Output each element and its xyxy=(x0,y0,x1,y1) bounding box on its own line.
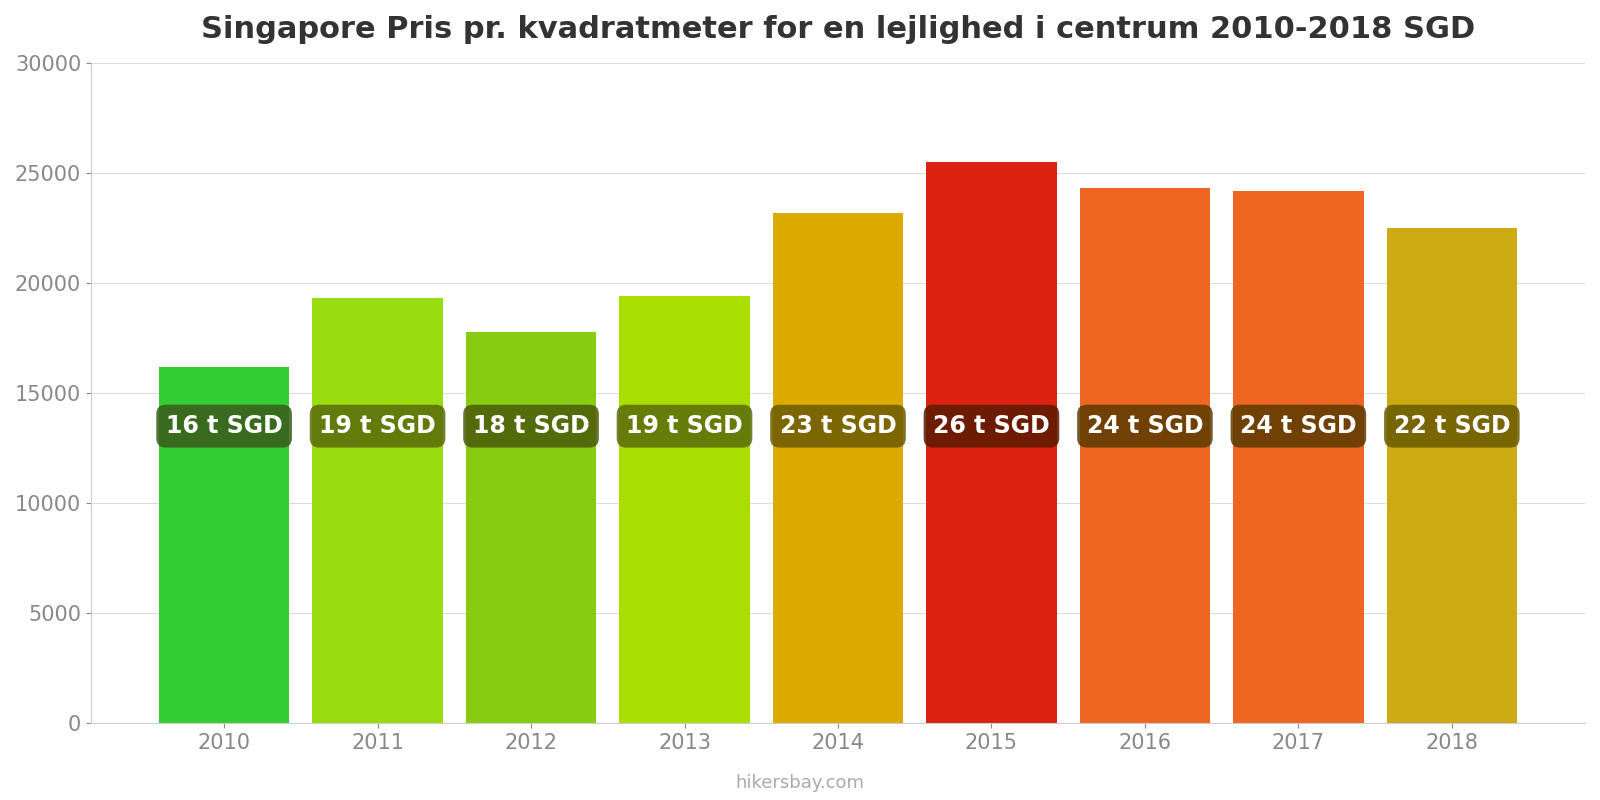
Bar xyxy=(1234,190,1363,723)
Bar xyxy=(1080,189,1210,723)
Bar xyxy=(773,213,904,723)
Text: hikersbay.com: hikersbay.com xyxy=(736,774,864,792)
Bar xyxy=(619,296,750,723)
Text: 22 t SGD: 22 t SGD xyxy=(1394,414,1510,438)
Text: 24 t SGD: 24 t SGD xyxy=(1240,414,1357,438)
Title: Singapore Pris pr. kvadratmeter for en lejlighed i centrum 2010-2018 SGD: Singapore Pris pr. kvadratmeter for en l… xyxy=(202,15,1475,44)
Bar xyxy=(158,366,290,723)
Text: 26 t SGD: 26 t SGD xyxy=(933,414,1050,438)
Text: 18 t SGD: 18 t SGD xyxy=(472,414,589,438)
Text: 19 t SGD: 19 t SGD xyxy=(626,414,742,438)
Bar xyxy=(926,162,1056,723)
Text: 16 t SGD: 16 t SGD xyxy=(166,414,283,438)
Bar xyxy=(466,331,597,723)
Bar xyxy=(1387,228,1517,723)
Text: 24 t SGD: 24 t SGD xyxy=(1086,414,1203,438)
Text: 19 t SGD: 19 t SGD xyxy=(320,414,435,438)
Bar xyxy=(312,298,443,723)
Text: 23 t SGD: 23 t SGD xyxy=(779,414,896,438)
